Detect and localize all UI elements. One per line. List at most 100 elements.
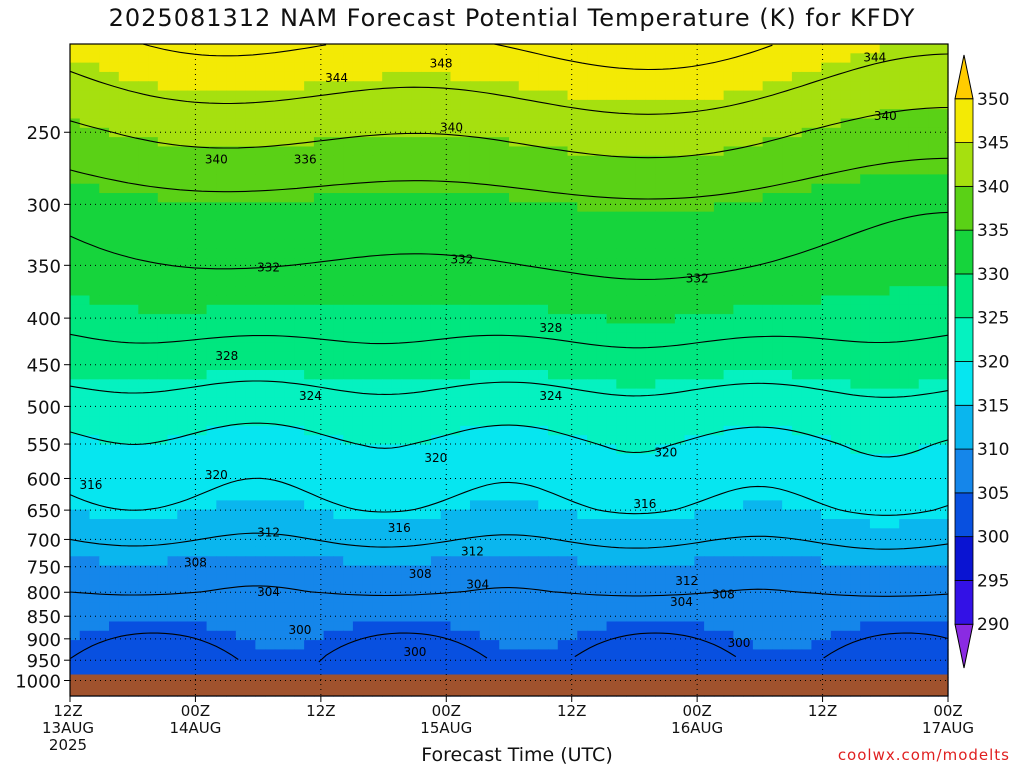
theta-cell (372, 71, 383, 82)
theta-cell (265, 519, 276, 529)
theta-cell (128, 453, 139, 464)
theta-cell (118, 463, 130, 474)
theta-cell (430, 453, 442, 464)
theta-cell (99, 276, 110, 287)
theta-cell (791, 379, 803, 390)
theta-cell (187, 491, 198, 501)
theta-cell (704, 165, 715, 175)
theta-cell (791, 500, 803, 511)
theta-cell (70, 509, 81, 520)
theta-cell (206, 481, 217, 492)
theta-cell (382, 193, 393, 203)
theta-cell (372, 239, 383, 250)
theta-cell (128, 425, 139, 436)
theta-cell (606, 99, 617, 110)
theta-cell (684, 155, 695, 166)
theta-cell (635, 388, 647, 399)
theta-cell (918, 537, 930, 548)
theta-cell (177, 248, 188, 259)
theta-cell (635, 99, 647, 110)
theta-cell (713, 44, 725, 54)
theta-cell (489, 546, 500, 557)
theta-cell (548, 444, 559, 455)
theta-cell (811, 407, 822, 418)
theta-cell (577, 323, 588, 334)
theta-cell (713, 453, 725, 464)
theta-cell (616, 71, 627, 82)
theta-cell (391, 109, 403, 120)
theta-cell (908, 444, 920, 455)
theta-cell (762, 146, 773, 157)
theta-cell (265, 397, 276, 408)
theta-cell (704, 202, 715, 213)
theta-cell (401, 342, 413, 352)
theta-cell (918, 71, 930, 82)
theta-cell (79, 211, 91, 222)
theta-cell (430, 388, 442, 399)
theta-cell (226, 71, 237, 82)
theta-cell (928, 500, 939, 511)
theta-cell (694, 202, 705, 213)
theta-cell (274, 435, 286, 446)
theta-cell (518, 44, 530, 54)
theta-cell (489, 109, 500, 120)
theta-cell (908, 118, 920, 129)
theta-cell (928, 286, 939, 297)
theta-cell (323, 546, 334, 557)
theta-cell (899, 295, 910, 306)
theta-cell (479, 304, 491, 315)
theta-cell (821, 519, 832, 529)
theta-cell (333, 500, 344, 511)
theta-cell (304, 99, 315, 110)
theta-cell (148, 267, 159, 278)
theta-cell (167, 81, 178, 92)
theta-cell (752, 146, 764, 157)
theta-cell (148, 314, 159, 325)
theta-cell (733, 444, 744, 455)
theta-cell (801, 53, 813, 64)
theta-cell (684, 286, 695, 297)
theta-cell (538, 53, 549, 64)
theta-cell (655, 137, 666, 148)
theta-cell (918, 220, 930, 231)
theta-cell (821, 416, 832, 427)
theta-cell (616, 165, 627, 175)
theta-cell (372, 211, 383, 222)
theta-cell (811, 323, 822, 334)
theta-cell (226, 351, 237, 362)
theta-cell (665, 519, 676, 529)
theta-cell (879, 407, 891, 418)
theta-cell (791, 472, 803, 483)
theta-cell (109, 416, 120, 427)
theta-cell (118, 174, 130, 185)
theta-cell (889, 314, 900, 325)
theta-cell (694, 258, 705, 269)
theta-cell (245, 146, 256, 157)
theta-cell (567, 202, 578, 213)
theta-cell (70, 453, 81, 464)
theta-cell (528, 416, 539, 427)
theta-cell (752, 509, 764, 520)
theta-cell (567, 220, 578, 231)
theta-cell (509, 183, 520, 194)
theta-cell (157, 286, 169, 297)
theta-cell (869, 230, 881, 241)
theta-cell (401, 193, 413, 203)
theta-cell (889, 370, 900, 380)
theta-cell (772, 500, 783, 511)
theta-cell (148, 193, 159, 203)
theta-cell (509, 528, 520, 539)
theta-cell (733, 528, 744, 539)
theta-cell (469, 323, 481, 334)
theta-cell (694, 481, 705, 492)
theta-cell (333, 444, 344, 455)
theta-cell (713, 220, 725, 231)
theta-cell (674, 491, 686, 501)
theta-cell (840, 258, 852, 269)
theta-cell (752, 332, 764, 343)
theta-cell (645, 127, 656, 138)
theta-cell (450, 304, 461, 315)
theta-cell (157, 435, 169, 446)
theta-cell (733, 472, 744, 483)
theta-cell (382, 444, 393, 455)
